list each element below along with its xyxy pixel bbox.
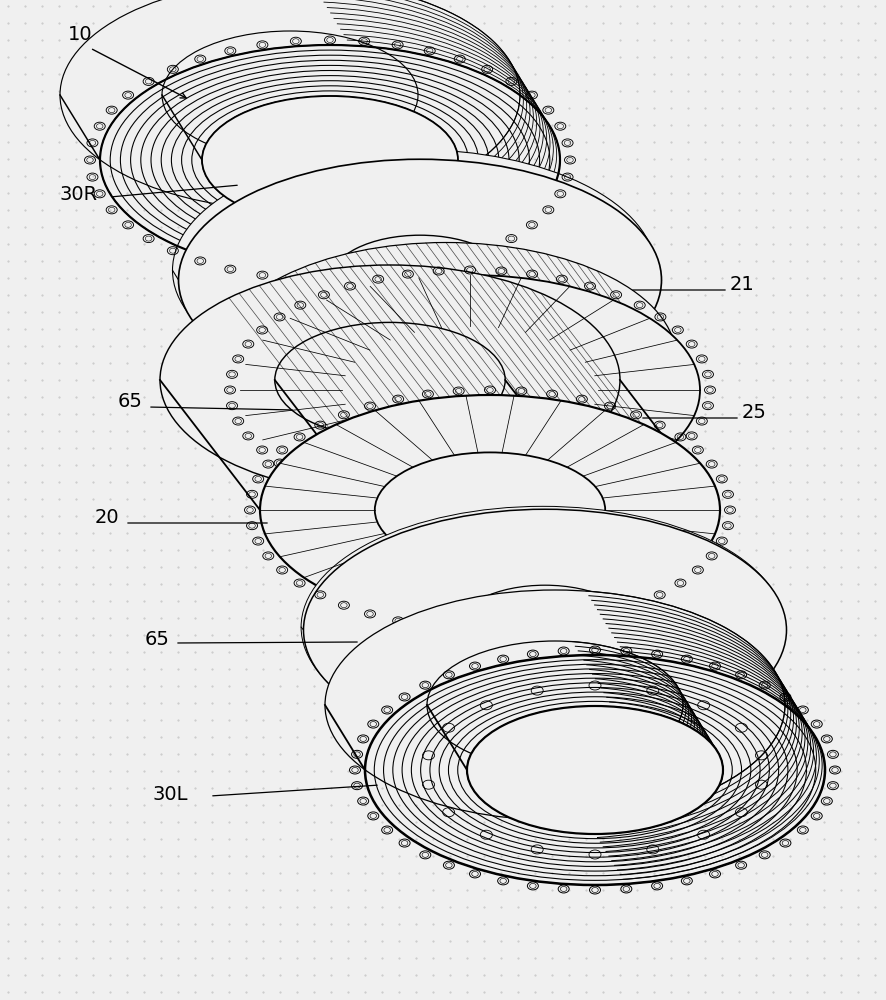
Ellipse shape [260, 395, 720, 625]
Text: 20: 20 [95, 508, 120, 527]
Ellipse shape [467, 706, 723, 834]
Ellipse shape [178, 159, 662, 401]
Ellipse shape [455, 585, 634, 675]
Ellipse shape [318, 294, 574, 422]
Ellipse shape [375, 452, 605, 568]
Text: 30L: 30L [153, 785, 189, 804]
Text: 10: 10 [68, 25, 93, 44]
Text: 30R: 30R [60, 185, 98, 204]
Text: 25: 25 [742, 403, 767, 422]
Ellipse shape [60, 0, 520, 210]
Ellipse shape [301, 506, 784, 748]
Ellipse shape [240, 275, 700, 505]
Ellipse shape [160, 265, 620, 495]
Ellipse shape [330, 235, 509, 325]
Ellipse shape [304, 509, 787, 751]
Ellipse shape [173, 149, 656, 391]
Ellipse shape [162, 31, 418, 159]
Text: 65: 65 [145, 630, 170, 649]
Ellipse shape [216, 242, 676, 473]
Ellipse shape [342, 326, 598, 454]
Text: 21: 21 [730, 275, 755, 294]
Ellipse shape [275, 322, 505, 438]
Ellipse shape [325, 590, 785, 820]
Ellipse shape [202, 96, 458, 224]
Text: 65: 65 [118, 392, 143, 411]
Ellipse shape [427, 641, 683, 769]
